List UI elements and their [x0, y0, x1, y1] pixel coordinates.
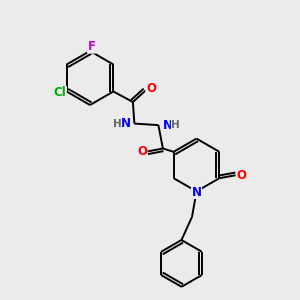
Text: N: N: [191, 185, 202, 199]
Text: H: H: [112, 118, 122, 129]
Text: H: H: [171, 120, 180, 130]
Text: O: O: [146, 82, 156, 95]
Text: N: N: [120, 117, 130, 130]
Text: Cl: Cl: [54, 86, 66, 100]
Text: O: O: [236, 169, 246, 182]
Text: F: F: [88, 40, 95, 53]
Text: N: N: [162, 118, 172, 132]
Text: O: O: [137, 145, 147, 158]
